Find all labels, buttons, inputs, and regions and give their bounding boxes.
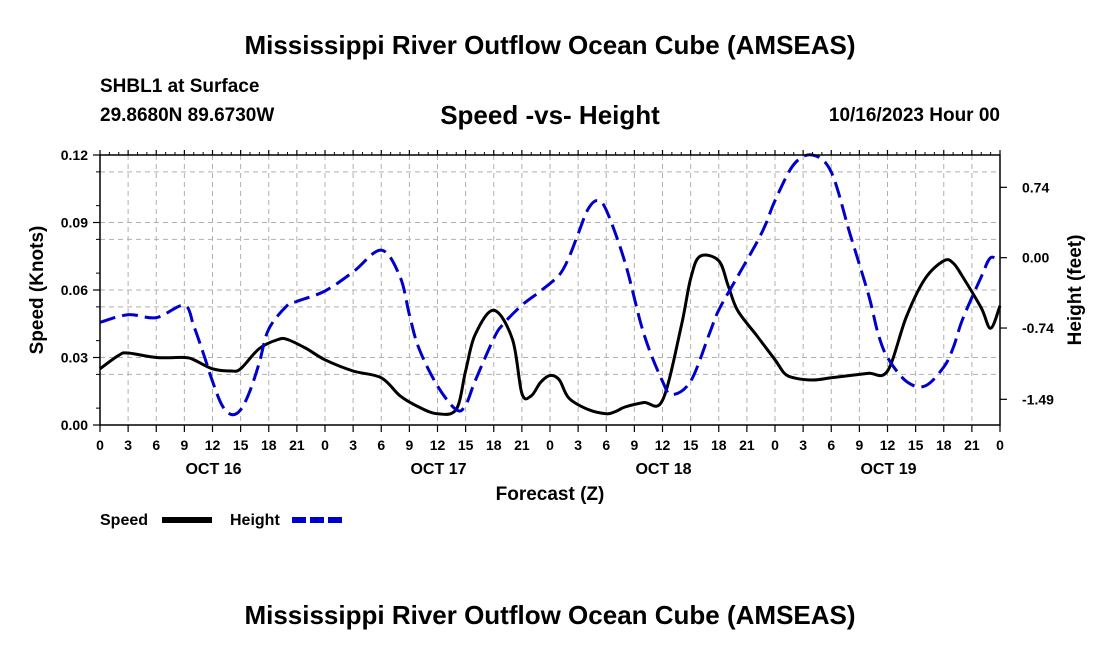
y-right-tick-label: 0.74 (1022, 179, 1049, 195)
x-tick-label: 6 (152, 437, 160, 453)
y-right-tick-label: -0.74 (1022, 320, 1054, 336)
day-label: OCT 17 (410, 461, 466, 478)
x-tick-label: 6 (602, 437, 610, 453)
y-right-tick-label: 0.00 (1022, 250, 1049, 266)
x-tick-label: 18 (261, 437, 277, 453)
x-tick-label: 6 (377, 437, 385, 453)
legend-label-speed: Speed (100, 512, 148, 529)
x-tick-label: 12 (205, 437, 221, 453)
x-tick-label: 0 (546, 437, 554, 453)
x-tick-label: 15 (458, 437, 474, 453)
x-tick-label: 9 (630, 437, 638, 453)
x-tick-label: 18 (936, 437, 952, 453)
x-tick-label: 12 (655, 437, 671, 453)
x-tick-label: 15 (683, 437, 699, 453)
grid-lines (100, 155, 1000, 425)
x-tick-label: 12 (880, 437, 896, 453)
x-tick-label: 3 (349, 437, 357, 453)
x-axis-label: Forecast (Z) (496, 484, 605, 505)
x-tick-label: 21 (289, 437, 305, 453)
legend-label-height: Height (230, 512, 280, 529)
x-tick-label: 0 (996, 437, 1004, 453)
chart-subtitle: Speed -vs- Height (440, 100, 660, 130)
x-tick-label: 21 (514, 437, 530, 453)
x-tick-label: 9 (855, 437, 863, 453)
series-line-speed (99, 253, 1002, 416)
x-tick-label: 18 (486, 437, 502, 453)
x-tick-label: 3 (574, 437, 582, 453)
x-tick-label: 21 (964, 437, 980, 453)
y-tick-label: 0.12 (61, 147, 88, 163)
x-tick-label: 3 (799, 437, 807, 453)
x-tick-label: 15 (233, 437, 249, 453)
x-tick-label: 21 (739, 437, 755, 453)
x-tick-label: 9 (405, 437, 413, 453)
x-tick-label: 0 (771, 437, 779, 453)
y-right-tick-label: -1.49 (1022, 391, 1054, 407)
chart-title: Mississippi River Outflow Ocean Cube (AM… (244, 30, 856, 60)
plot-frame (99, 154, 1001, 426)
x-tick-label: 9 (180, 437, 188, 453)
series-lines (99, 153, 1002, 417)
y-axis-label-right: Height (feet) (1065, 235, 1086, 346)
day-label: OCT 19 (860, 461, 916, 478)
series-line-height (99, 153, 1001, 417)
x-tick-label: 3 (124, 437, 132, 453)
y-tick-label: 0.09 (61, 215, 88, 231)
x-tick-label: 0 (96, 437, 104, 453)
y-tick-label: 0.06 (61, 282, 88, 298)
x-tick-label: 15 (908, 437, 924, 453)
station-name: SHBL1 at Surface (100, 76, 260, 97)
x-tick-label: 18 (711, 437, 727, 453)
forecast-datetime: 10/16/2023 Hour 00 (828, 105, 1000, 126)
y-axis-label-left: Speed (Knots) (27, 226, 48, 355)
day-label: OCT 18 (635, 461, 691, 478)
day-label: OCT 16 (185, 461, 241, 478)
x-tick-label: 12 (430, 437, 446, 453)
y-tick-label: 0.00 (61, 417, 88, 433)
footer-title: Mississippi River Outflow Ocean Cube (AM… (244, 600, 856, 630)
x-tick-label: 0 (321, 437, 329, 453)
x-tick-label: 6 (827, 437, 835, 453)
y-tick-label: 0.03 (61, 350, 88, 366)
station-coordinates: 29.8680N 89.6730W (100, 105, 275, 126)
legend: Speed Height (100, 512, 342, 529)
axis-labels: 0 3 6 9 12 15 18 21 0 3 6 9 12 15 18 21 0 3 6 9 12 15 18 21 0 3 6 9… (61, 147, 1054, 478)
